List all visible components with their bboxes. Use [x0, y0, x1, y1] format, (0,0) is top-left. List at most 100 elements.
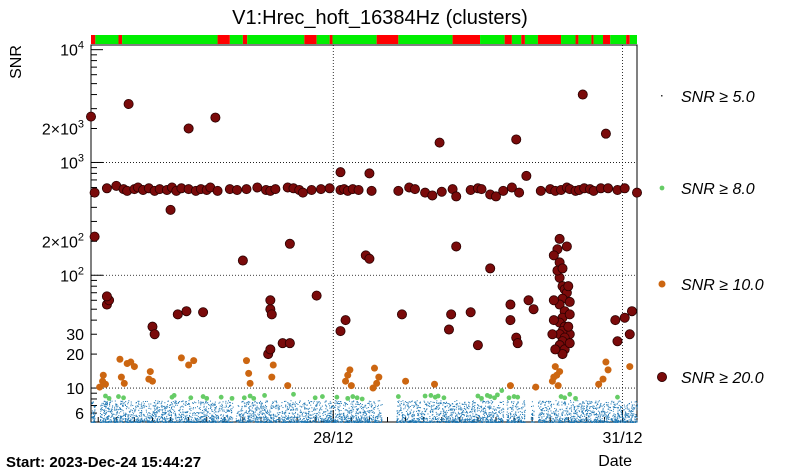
data-point — [472, 405, 474, 407]
data-point — [532, 417, 534, 419]
data-point — [127, 418, 129, 420]
data-point — [424, 417, 426, 419]
data-point — [329, 415, 331, 417]
data-point — [239, 418, 241, 420]
data-point — [450, 408, 452, 410]
data-point — [445, 421, 447, 423]
data-point — [610, 403, 612, 405]
data-point — [327, 412, 329, 414]
data-point — [473, 410, 475, 412]
data-point — [168, 406, 170, 408]
data-point — [574, 411, 576, 413]
data-point — [597, 401, 599, 403]
data-point — [345, 421, 347, 423]
data-point — [484, 407, 486, 409]
data-point — [510, 406, 512, 408]
data-point — [327, 420, 329, 422]
data-point — [289, 403, 291, 405]
data-point — [565, 418, 567, 420]
data-point — [631, 416, 633, 418]
data-point — [138, 419, 140, 421]
data-point — [362, 413, 364, 415]
data-point — [630, 413, 632, 415]
data-point — [474, 402, 476, 404]
data-point — [335, 416, 337, 418]
data-point — [617, 408, 619, 410]
data-point — [310, 401, 312, 403]
data-point — [446, 412, 448, 414]
data-point — [250, 405, 252, 407]
data-point — [449, 418, 451, 420]
x-axis-ticks: 28/12 31/12 — [97, 410, 643, 447]
data-point — [358, 411, 360, 413]
data-point — [584, 410, 586, 412]
data-point — [407, 414, 409, 416]
data-point — [478, 405, 480, 407]
data-point — [599, 405, 601, 407]
data-point — [357, 420, 359, 422]
data-point — [227, 402, 229, 404]
data-point — [168, 414, 170, 416]
data-point — [360, 419, 362, 421]
data-point — [515, 405, 517, 407]
data-point — [506, 421, 508, 423]
data-point — [299, 411, 301, 413]
data-point — [464, 406, 466, 408]
data-point — [145, 416, 147, 418]
data-point — [148, 417, 150, 419]
data-point — [270, 416, 272, 418]
data-point — [108, 415, 110, 417]
data-point — [486, 406, 488, 408]
data-point — [287, 415, 289, 417]
data-point — [492, 401, 494, 403]
data-point — [623, 409, 625, 411]
data-point — [116, 394, 121, 399]
data-point — [376, 415, 378, 417]
data-point — [215, 406, 217, 408]
data-point — [240, 416, 242, 418]
data-point — [515, 413, 517, 415]
data-point — [296, 420, 298, 422]
data-point — [509, 412, 511, 414]
data-point — [538, 421, 540, 423]
data-point — [334, 419, 336, 421]
data-point — [370, 419, 372, 421]
data-point — [171, 408, 173, 410]
data-point — [321, 405, 323, 407]
data-point — [416, 421, 418, 423]
status-segment — [376, 35, 399, 44]
data-point — [564, 401, 566, 403]
data-point — [628, 416, 630, 418]
data-point — [381, 419, 383, 421]
data-point — [117, 420, 119, 422]
data-point — [206, 421, 208, 423]
data-point — [449, 420, 451, 422]
data-point — [204, 415, 206, 417]
data-point — [605, 415, 607, 417]
data-point — [119, 418, 121, 420]
data-point — [118, 419, 120, 421]
data-point — [498, 411, 500, 413]
data-point — [248, 421, 250, 423]
data-point — [119, 407, 121, 409]
data-point — [241, 408, 243, 410]
data-point — [632, 410, 634, 412]
data-point — [518, 420, 520, 422]
data-point — [549, 414, 551, 416]
data-point — [595, 420, 597, 422]
data-point — [244, 404, 246, 406]
data-point — [303, 421, 305, 423]
data-point — [554, 417, 556, 419]
data-point — [205, 408, 207, 410]
data-point — [561, 414, 563, 416]
data-point — [156, 407, 158, 409]
data-point — [556, 416, 558, 418]
data-point — [483, 416, 485, 418]
data-point — [403, 417, 405, 419]
data-point — [199, 417, 201, 419]
data-point — [111, 412, 113, 414]
data-point — [466, 414, 468, 416]
data-point — [582, 407, 584, 409]
data-point — [137, 405, 139, 407]
data-point — [377, 415, 379, 417]
